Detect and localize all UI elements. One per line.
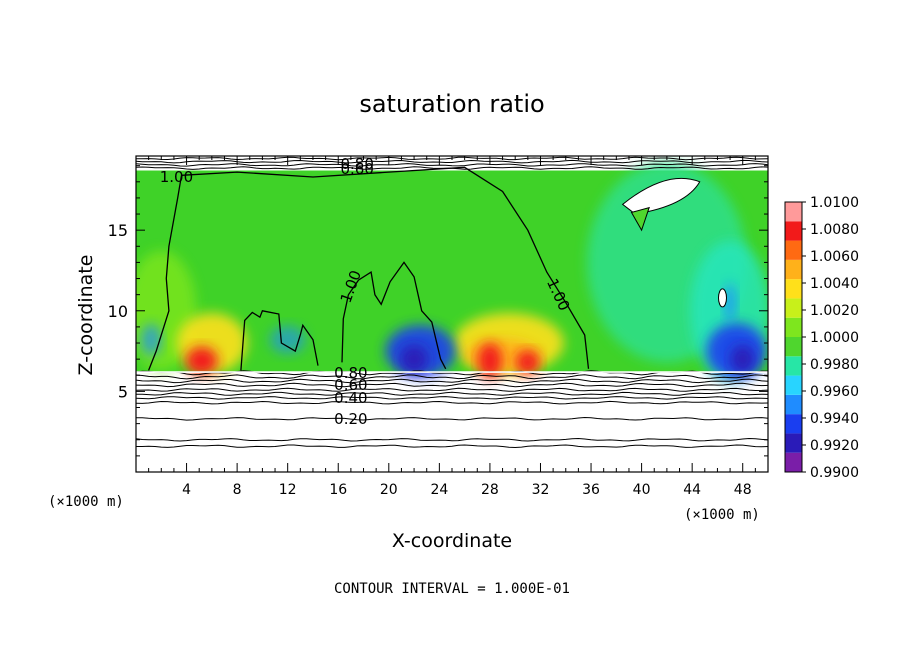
contour-1-00-left <box>147 175 183 371</box>
colorbar-label: 1.0060 <box>810 249 859 265</box>
colorbar: 1.0100 1.0080 1.0060 1.0040 1.0020 1.0000 0.99… <box>784 195 859 481</box>
colorbar-swatch <box>785 298 802 318</box>
contour-1-00-middle <box>341 261 447 370</box>
colorbar-swatch <box>785 452 802 472</box>
colorbar-label: 1.0100 <box>810 195 859 211</box>
contour-lower-5 <box>136 391 768 396</box>
contour-label: 1.00 <box>160 168 193 186</box>
y-axis-label: Z-coordinate <box>75 255 97 376</box>
contour-lower-6 <box>136 396 768 400</box>
colorbar-label: 1.0000 <box>810 330 859 346</box>
colorbar-swatch <box>785 202 802 222</box>
x-tick-label: 32 <box>532 482 550 498</box>
x-tick-label: 48 <box>734 482 752 498</box>
navy-core-48 <box>730 345 755 374</box>
x-tick-label: 8 <box>233 482 242 498</box>
red-core-4 <box>185 346 218 375</box>
contour-lower-3 <box>136 382 768 388</box>
contour-upper-2 <box>136 159 768 164</box>
contour-lower-1 <box>136 374 768 380</box>
contour-label: 0.80 <box>334 364 367 382</box>
contour-label: 0.80 <box>340 155 373 173</box>
contour-lower-7 <box>136 400 768 405</box>
x-tick-label: 36 <box>582 482 600 498</box>
colorbar-swatch <box>785 337 802 357</box>
navy-core-22 <box>400 345 429 374</box>
colorbar-label: 1.0040 <box>810 276 859 292</box>
contour-lines <box>136 156 768 449</box>
y-tick-label: 15 <box>108 221 128 240</box>
y-tick-label: 10 <box>108 302 128 321</box>
x-tick-label: 40 <box>633 482 651 498</box>
colorbar-label: 1.0080 <box>810 222 859 238</box>
colorbar-label: 0.9900 <box>810 465 859 481</box>
contour-labels: 1.001.00 1.000.800.600.400.200.800.60 <box>160 155 574 428</box>
contour-label: 0.40 <box>334 389 367 407</box>
x-tick-label: 12 <box>279 482 297 498</box>
x-axis: 4 8 12 16 20 24 28 32 36 40 44 48 <box>148 156 756 498</box>
colorbar-swatch <box>785 221 802 241</box>
x-unit-right: (×1000 m) <box>684 507 760 523</box>
colorbar-label: 1.0020 <box>810 303 859 319</box>
blue-patch-12 <box>269 325 306 354</box>
colorbar-swatch <box>785 279 802 299</box>
contour-lower-4 <box>136 387 768 392</box>
colorbar-label: 0.9980 <box>810 357 859 373</box>
x-tick-label: 24 <box>430 482 448 498</box>
x-axis-label: X-coordinate <box>392 530 512 552</box>
colorbar-label: 0.9940 <box>810 411 859 427</box>
x-unit-left: (×1000 m) <box>48 494 124 510</box>
y-tick-label: 5 <box>118 382 128 401</box>
saturation-field <box>136 162 768 381</box>
colorbar-swatch <box>785 433 802 453</box>
contour-1-00-arch <box>181 166 590 369</box>
contour-lower-8 <box>136 416 768 421</box>
colorbar-label: 0.9920 <box>810 438 859 454</box>
contour-interval-note: CONTOUR INTERVAL = 1.000E-01 <box>334 581 570 597</box>
contour-lower-9 <box>136 437 768 442</box>
contour-upper-1 <box>136 163 768 167</box>
colorbar-swatch <box>785 414 802 434</box>
colorbar-swatch <box>785 394 802 415</box>
colorbar-swatch <box>785 317 802 337</box>
blue-patch-1 <box>141 323 162 356</box>
blue-patch-47-top <box>724 282 737 323</box>
red-core-28 <box>477 342 502 379</box>
colorbar-swatch <box>785 240 802 260</box>
colorbar-swatch <box>785 259 802 280</box>
contour-label: 0.20 <box>334 410 367 428</box>
colorbar-swatch <box>785 356 802 376</box>
x-tick-label: 16 <box>329 482 347 498</box>
colorbar-swatch <box>785 375 802 395</box>
contour-lower-2 <box>136 378 768 384</box>
cloud-base-strip <box>136 371 768 373</box>
x-tick-label: 4 <box>182 482 191 498</box>
contour-1-00-bump <box>240 310 319 371</box>
dry-pocket-46 <box>717 288 727 308</box>
contour-lower-10 <box>136 444 768 449</box>
contour-label: 0.60 <box>334 376 367 394</box>
chart-title: saturation ratio <box>359 90 544 118</box>
x-tick-label: 20 <box>380 482 398 498</box>
x-tick-label: 28 <box>481 482 499 498</box>
green-tongue-40 <box>630 206 650 232</box>
y-axis: 5 10 15 <box>108 165 768 457</box>
red-core-31 <box>515 350 540 375</box>
colorbar-label: 0.9960 <box>810 384 859 400</box>
dry-pocket-40 <box>621 177 701 215</box>
x-tick-label: 44 <box>683 482 701 498</box>
contour-label: 0.60 <box>340 160 373 178</box>
